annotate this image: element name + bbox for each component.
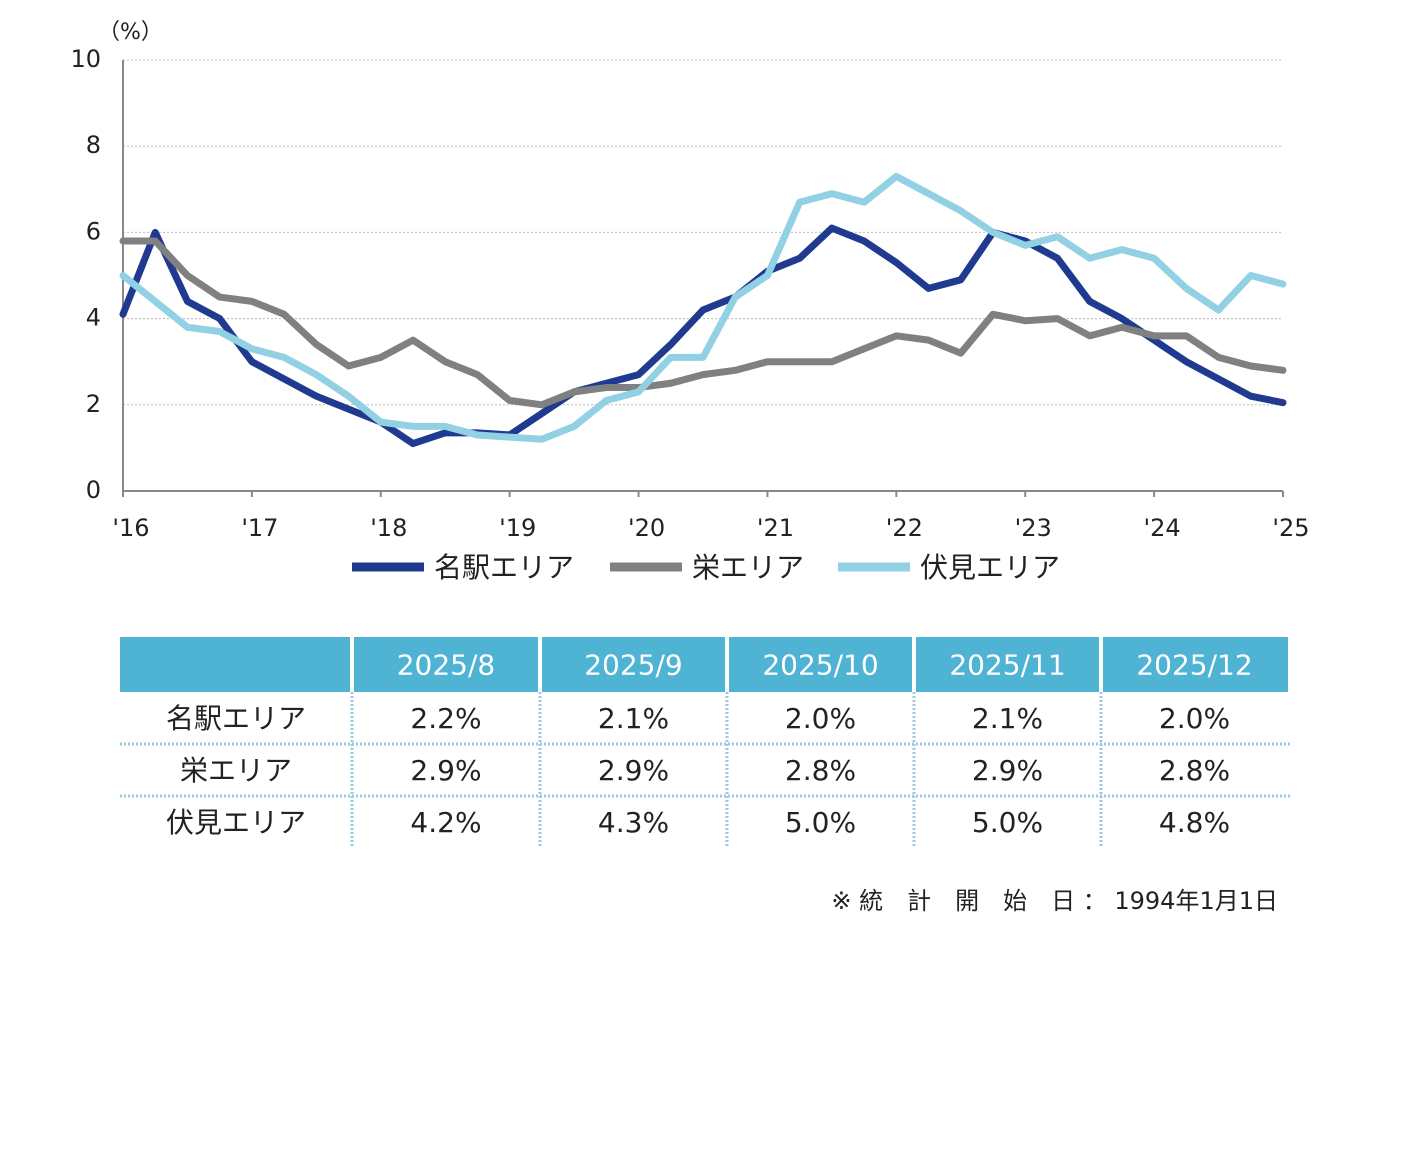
x-tick-label: '23 <box>1015 514 1052 542</box>
x-tick-label: '21 <box>757 514 794 542</box>
table-cell: 5.0% <box>785 806 856 839</box>
table-header: 2025/10 <box>762 649 878 682</box>
x-tick-label: '16 <box>112 514 149 542</box>
table-cell: 2.1% <box>598 702 669 735</box>
table-header: 2025/11 <box>949 649 1065 682</box>
x-tick-label: '22 <box>886 514 923 542</box>
y-unit-label: （%） <box>98 20 163 45</box>
table-cell: 2.8% <box>785 754 856 787</box>
x-tick-label: '25 <box>1272 514 1309 542</box>
table-cell: 2.0% <box>1159 702 1230 735</box>
table-cell: 4.3% <box>598 806 669 839</box>
table-cell: 4.2% <box>410 806 481 839</box>
y-tick-label: 8 <box>86 131 101 159</box>
row-label: 栄エリア <box>180 754 292 787</box>
x-tick-label: '24 <box>1144 514 1181 542</box>
table-header: 2025/9 <box>584 649 683 682</box>
table-cell: 2.9% <box>410 754 481 787</box>
table-cell: 4.8% <box>1159 806 1230 839</box>
table-cell: 2.0% <box>785 702 856 735</box>
legend-label: 伏見エリア <box>920 551 1060 584</box>
legend-label: 栄エリア <box>692 551 804 584</box>
legend-label: 名駅エリア <box>434 551 574 584</box>
x-tick-label: '20 <box>628 514 665 542</box>
table-header-bg <box>120 637 1288 692</box>
y-tick-label: 6 <box>86 217 101 245</box>
y-tick-label: 10 <box>70 45 101 73</box>
series-line <box>119 237 1287 409</box>
row-label: 名駅エリア <box>166 702 306 735</box>
series-line <box>119 172 1287 443</box>
table-cell: 2.9% <box>972 754 1043 787</box>
y-tick-label: 2 <box>86 390 101 418</box>
x-tick-label: '17 <box>241 514 278 542</box>
table-header: 2025/12 <box>1136 649 1252 682</box>
x-tick-label: '18 <box>370 514 407 542</box>
y-tick-label: 4 <box>86 304 101 332</box>
series-line <box>119 224 1287 448</box>
table-cell: 2.1% <box>972 702 1043 735</box>
note: ※ 統 計 開 始 日 ： 1994年1月1日 <box>831 887 1278 915</box>
x-tick-label: '19 <box>499 514 536 542</box>
y-tick-label: 0 <box>86 476 101 504</box>
table-header: 2025/8 <box>397 649 496 682</box>
table-cell: 2.2% <box>410 702 481 735</box>
table-cell: 2.9% <box>598 754 669 787</box>
table-cell: 5.0% <box>972 806 1043 839</box>
row-label: 伏見エリア <box>166 806 306 839</box>
table-cell: 2.8% <box>1159 754 1230 787</box>
